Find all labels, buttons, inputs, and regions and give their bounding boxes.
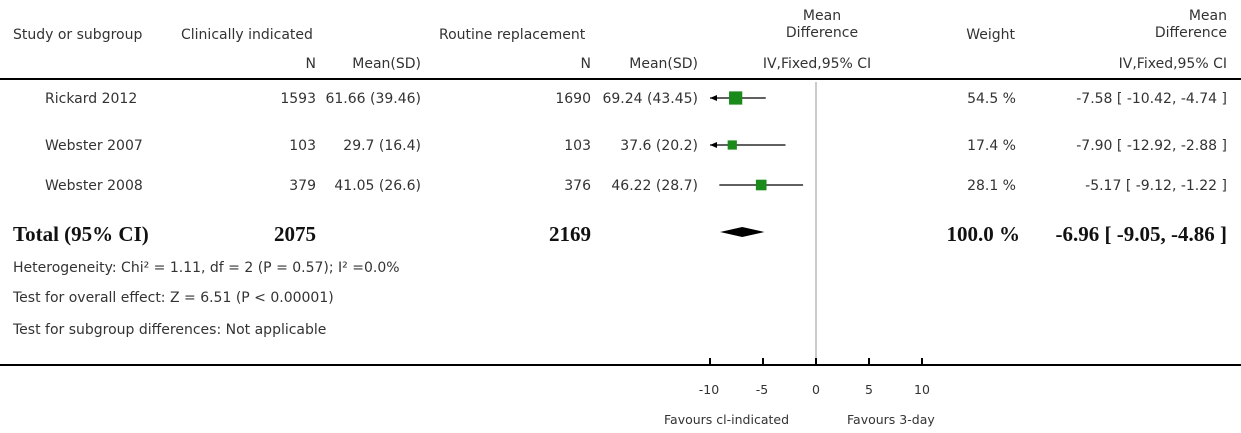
favours-right-label: Favours 3-day (847, 412, 935, 427)
header-weight: Weight (966, 27, 1015, 43)
study-name: Rickard 2012 (45, 91, 138, 107)
header-mean1: Mean(SD) (352, 56, 421, 72)
header-md2-line2: Difference (1154, 25, 1227, 41)
header-mean2: Mean(SD) (629, 56, 698, 72)
header-n1: N (305, 56, 316, 72)
mean2-value: 69.24 (43.45) (602, 91, 698, 107)
header-md-line1: Mean (802, 8, 842, 24)
weight-value: 54.5 % (967, 91, 1016, 107)
ci-arrow-left (710, 95, 717, 101)
axis-baseline (0, 364, 1241, 366)
ci-value: -5.17 [ -9.12, -1.22 ] (1085, 178, 1227, 194)
n1-value: 103 (289, 138, 316, 154)
header-method: IV,Fixed,95% CI (762, 56, 872, 72)
header-group1: Clinically indicated (181, 27, 313, 43)
header-md-line2: Difference (785, 25, 859, 41)
tick-label: 0 (812, 382, 820, 397)
n2-value: 1690 (555, 91, 591, 107)
header-n2: N (580, 56, 591, 72)
weight-value: 28.1 % (967, 178, 1016, 194)
header-study: Study or subgroup (13, 27, 143, 43)
tick-label: -5 (755, 382, 769, 397)
study-name: Webster 2008 (45, 178, 143, 194)
ci-value: -7.90 [ -12.92, -2.88 ] (1076, 138, 1227, 154)
study-marker (727, 140, 737, 150)
study-name: Webster 2007 (45, 138, 143, 154)
mean2-value: 37.6 (20.2) (620, 138, 698, 154)
study-marker (729, 91, 743, 105)
heterogeneity-note: Heterogeneity: Chi² = 1.11, df = 2 (P = … (13, 260, 400, 276)
total-diamond (720, 227, 765, 237)
ci-value: -7.58 [ -10.42, -4.74 ] (1076, 91, 1227, 107)
n2-value: 376 (564, 178, 591, 194)
subgroup-note: Test for subgroup differences: Not appli… (13, 322, 327, 338)
favours-left-label: Favours cl-indicated (664, 412, 790, 427)
ci-arrow-left (710, 142, 717, 148)
mean1-value: 61.66 (39.46) (325, 91, 421, 107)
mean1-value: 41.05 (26.6) (334, 178, 421, 194)
n1-value: 1593 (280, 91, 316, 107)
total-weight: 100.0 % (946, 222, 1021, 246)
n2-value: 103 (564, 138, 591, 154)
total-ci: -6.96 [ -9.05, -4.86 ] (1055, 222, 1227, 246)
total-n2: 2169 (549, 222, 591, 246)
total-n1: 2075 (274, 222, 316, 246)
tick-label: -10 (698, 382, 720, 397)
header-group2: Routine replacement (439, 27, 586, 43)
weight-value: 17.4 % (967, 138, 1016, 154)
mean1-value: 29.7 (16.4) (343, 138, 421, 154)
n1-value: 379 (289, 178, 316, 194)
overall-effect-note: Test for overall effect: Z = 6.51 (P < 0… (13, 290, 334, 306)
tick-label: 5 (865, 382, 873, 397)
mean2-value: 46.22 (28.7) (611, 178, 698, 194)
study-marker (755, 179, 767, 191)
header-rule (0, 78, 1241, 80)
tick-label: 10 (914, 382, 930, 397)
header-method2: IV,Fixed,95% CI (1118, 56, 1227, 72)
header-md2-line1: Mean (1188, 8, 1227, 24)
total-label: Total (95% CI) (13, 222, 149, 246)
